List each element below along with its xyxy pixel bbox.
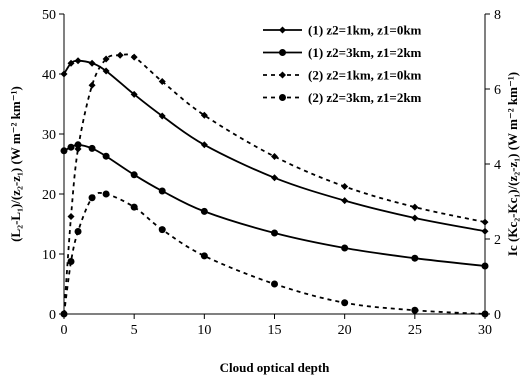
data-point [411, 203, 419, 211]
data-point [158, 78, 166, 85]
y-right-tick-label: 2 [494, 233, 501, 248]
data-point [67, 258, 75, 265]
y-right-tick-label: 8 [494, 8, 501, 23]
data-point [271, 280, 278, 288]
series-line [63, 143, 486, 267]
legend-marker [279, 26, 286, 34]
data-point [158, 112, 166, 120]
data-point [200, 252, 208, 260]
data-point [67, 143, 75, 151]
data-point [411, 306, 419, 314]
legend-item: (1) z2=1km, z1=0km [263, 23, 422, 38]
data-point [341, 197, 349, 205]
data-point [341, 244, 349, 252]
x-tick-label: 25 [408, 323, 422, 338]
data-point [271, 174, 278, 182]
series-4 [60, 190, 489, 318]
series-line [63, 53, 486, 315]
data-point [60, 147, 68, 155]
legend-item: (1) z2=3km, z1=2km [263, 45, 422, 60]
x-tick-label: 10 [197, 323, 211, 338]
series-line [63, 59, 486, 233]
data-point [88, 194, 96, 202]
data-point [158, 187, 166, 195]
data-point [481, 262, 489, 270]
data-point [67, 213, 75, 220]
series-3 [60, 51, 489, 318]
legend-item: (2) z2=3km, z1=2km [263, 90, 422, 105]
series-line [63, 191, 486, 315]
y-axis-left-title: (L₂-L₁)/(z₂-z₁) (W m⁻² km⁻¹) [8, 86, 23, 242]
x-tick-label: 15 [268, 323, 282, 338]
data-point [60, 70, 68, 78]
legend-label: (2) z2=3km, z1=2km [308, 90, 422, 105]
data-point [130, 171, 138, 179]
data-point [88, 59, 96, 67]
data-point [481, 227, 489, 235]
y-left-tick-label: 40 [42, 68, 56, 83]
data-point [411, 214, 419, 222]
y-right-tick-label: 4 [494, 158, 501, 173]
data-point [74, 228, 82, 235]
data-point [130, 203, 138, 211]
data-point [200, 207, 208, 215]
y-left-tick-label: 20 [42, 188, 56, 203]
legend-label: (2) z2=1km, z1=0km [308, 68, 422, 83]
legend-marker [279, 71, 286, 79]
x-axis-title: Cloud optical depth [220, 360, 331, 375]
y-left-tick-label: 50 [42, 8, 56, 23]
data-point [158, 226, 166, 234]
data-point [341, 183, 349, 190]
data-point [67, 59, 75, 67]
data-point [411, 254, 419, 262]
data-point [102, 190, 110, 198]
data-point [88, 81, 96, 89]
data-point [130, 53, 138, 61]
y-right-tick-label: 6 [494, 83, 501, 98]
data-point [116, 51, 124, 59]
data-point [271, 229, 278, 237]
legend-marker [279, 94, 286, 101]
legend-label: (1) z2=3km, z1=2km [308, 45, 422, 60]
data-point [102, 55, 110, 63]
data-point [481, 310, 489, 318]
data-point [74, 57, 82, 65]
legend-marker [279, 49, 286, 56]
data-point [341, 299, 349, 307]
y-axis-right-title: Ic (Kc₂-Kc₁)/(z₂-z₁) (W m⁻² km⁻¹) [505, 72, 520, 256]
data-point [102, 67, 110, 75]
legend: (1) z2=1km, z1=0km (1) z2=3km, z1=2km (2) … [263, 23, 422, 105]
x-tick-label: 20 [338, 323, 352, 338]
data-point [60, 310, 68, 318]
series-2 [60, 141, 489, 270]
y-left-tick-label: 30 [42, 128, 56, 143]
data-point [200, 141, 208, 149]
series-layer [60, 51, 489, 318]
x-tick-label: 5 [131, 323, 138, 338]
data-point [102, 152, 110, 160]
x-tick-label: 0 [61, 323, 68, 338]
y-left-tick-label: 10 [42, 248, 56, 263]
data-point [271, 153, 278, 160]
y-right-tick-label: 0 [494, 308, 501, 323]
data-point [200, 111, 208, 119]
data-point [481, 218, 489, 226]
data-point [74, 145, 82, 153]
series-1 [60, 57, 489, 235]
y-left-tick-label: 0 [49, 308, 56, 323]
legend-item: (2) z2=1km, z1=0km [263, 68, 422, 83]
legend-label: (1) z2=1km, z1=0km [308, 23, 422, 38]
x-tick-label: 30 [478, 323, 492, 338]
data-point [130, 90, 138, 98]
data-point [88, 144, 96, 152]
